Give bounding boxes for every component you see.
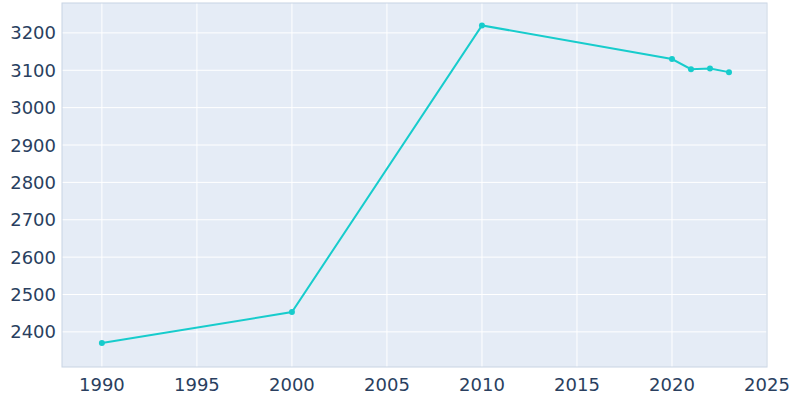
x-tick-label: 1990 xyxy=(79,374,125,395)
line xyxy=(102,25,729,343)
y-tick-label: 2400 xyxy=(10,321,56,342)
x-tick-label: 2015 xyxy=(554,374,600,395)
x-grid-line xyxy=(576,3,577,367)
marker xyxy=(669,56,675,62)
x-tick-label: 2020 xyxy=(649,374,695,395)
y-tick-label: 3200 xyxy=(10,22,56,43)
y-tick-label: 3100 xyxy=(10,60,56,81)
y-grid-line xyxy=(62,145,767,146)
marker xyxy=(99,340,105,346)
marker xyxy=(289,309,295,315)
y-grid-line xyxy=(62,182,767,183)
y-tick-label: 2900 xyxy=(10,135,56,156)
y-grid-line xyxy=(62,107,767,108)
marker xyxy=(688,66,694,72)
grid xyxy=(62,3,767,367)
y-tick-label: 3000 xyxy=(10,97,56,118)
x-tick-label: 2005 xyxy=(364,374,410,395)
x-tick-label: 2000 xyxy=(269,374,315,395)
x-grid-line xyxy=(481,3,482,367)
plot-background xyxy=(62,3,767,367)
y-grid-line xyxy=(62,294,767,295)
y-tick-label: 2800 xyxy=(10,172,56,193)
chart-container: 1990 1995 2000 2005 2010 2015 2020 2025 2400 2500… xyxy=(0,0,800,400)
x-grid-line xyxy=(386,3,387,367)
marker xyxy=(707,65,713,71)
x-tick-label: 2025 xyxy=(744,374,790,395)
marker xyxy=(479,22,485,28)
y-grid-line xyxy=(62,70,767,71)
y-grid-line xyxy=(62,257,767,258)
series xyxy=(99,22,732,346)
y-tick-label: 2700 xyxy=(10,209,56,230)
y-grid-line xyxy=(62,32,767,33)
plot-frame xyxy=(62,3,767,367)
x-tick-label: 1995 xyxy=(174,374,220,395)
x-tick-label: 2010 xyxy=(459,374,505,395)
y-tick-label: 2500 xyxy=(10,284,56,305)
chart: 1990 1995 2000 2005 2010 2015 2020 2025 2400 2500… xyxy=(0,0,800,400)
y-grid-line xyxy=(62,219,767,220)
x-grid-line xyxy=(196,3,197,367)
x-grid-line xyxy=(101,3,102,367)
axes: 1990 1995 2000 2005 2010 2015 2020 2025 2400 2500… xyxy=(10,22,790,395)
y-tick-label: 2600 xyxy=(10,247,56,268)
marker xyxy=(726,69,732,75)
